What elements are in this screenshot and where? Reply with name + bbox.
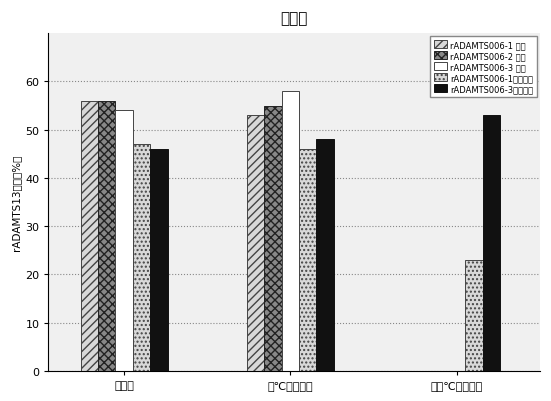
Bar: [316, 140, 334, 371]
Bar: [98, 101, 115, 371]
Bar: [80, 101, 98, 371]
Bar: [264, 106, 282, 371]
Bar: [115, 111, 133, 371]
Bar: [150, 150, 168, 371]
Bar: [466, 260, 483, 371]
Bar: [133, 145, 150, 371]
Legend: rADAMTS006-1 液体, rADAMTS006-2 液体, rADAMTS006-3 液体, rADAMTS006-1凍結乾燥, rADAMTS006-: rADAMTS006-1 液体, rADAMTS006-2 液体, rADAMT…: [430, 36, 537, 98]
Bar: [299, 150, 316, 371]
Y-axis label: rADAMTS13純度（%）: rADAMTS13純度（%）: [11, 154, 21, 251]
Title: 図１０: 図１０: [280, 11, 308, 26]
Bar: [247, 116, 264, 371]
Bar: [282, 92, 299, 371]
Bar: [483, 116, 500, 371]
